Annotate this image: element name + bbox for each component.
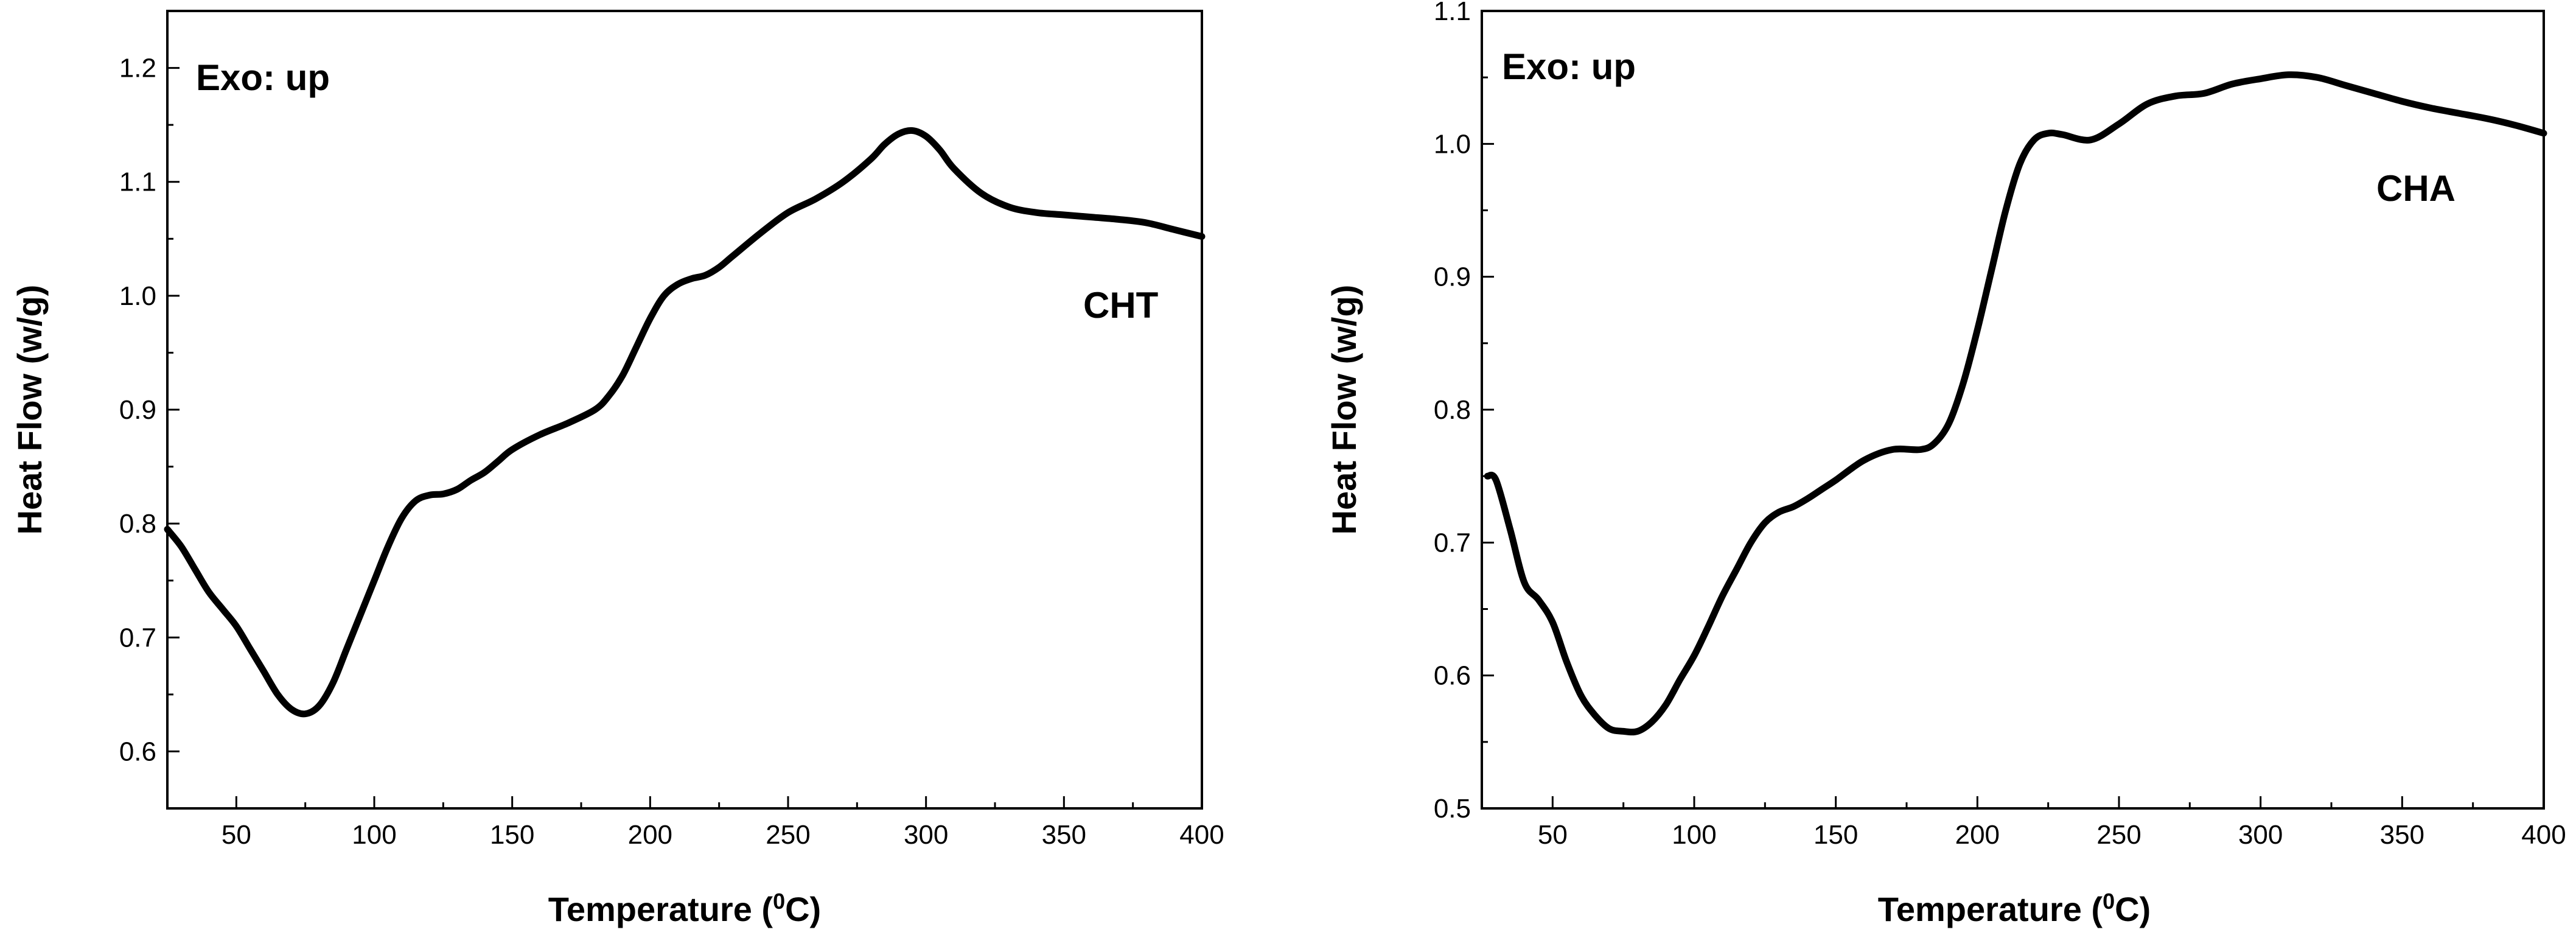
- y-tick-label: 0.6: [1434, 661, 1471, 691]
- y-tick-label: 0.7: [1434, 528, 1471, 558]
- x-tick-label: 50: [1538, 820, 1568, 850]
- x-tick-label: 350: [2380, 820, 2424, 850]
- x-tick-label: 250: [766, 820, 810, 850]
- x-tick-labels: 50 100 150 200 250 300 350 400: [1538, 820, 2566, 850]
- x-axis-title-text: Temperature: [1878, 890, 2082, 928]
- y-tick-label: 1.0: [119, 281, 156, 311]
- plot-frame: [1481, 10, 2545, 810]
- x-axis-unit: (0C): [761, 889, 821, 929]
- series-label: CHT: [1083, 285, 1158, 326]
- chart-panel-cht: 50 100 150 200 250 300 350 400 0.6 0.7 0.8 0.9 1.0 1…: [10, 10, 1224, 929]
- x-axis-title: Temperature (0C): [1878, 889, 2151, 929]
- x-tick-label: 100: [352, 820, 396, 850]
- y-tick-label: 1.2: [119, 54, 156, 83]
- x-tick-label: 400: [2521, 820, 2566, 850]
- x-axis-title-text: Temperature: [548, 890, 752, 928]
- exo-annotation: Exo: up: [196, 57, 330, 98]
- x-tick-label: 250: [2096, 820, 2141, 850]
- y-tick-labels: 0.5 0.6 0.7 0.8 0.9 1.0 1.1: [1434, 0, 1471, 824]
- chart-panel-cha: 50 100 150 200 250 300 350 400 0.5 0.6 0.7 0.8 0.9 1…: [1325, 0, 2566, 928]
- y-tick-labels: 0.6 0.7 0.8 0.9 1.0 1.1 1.2: [119, 54, 156, 767]
- x-tick-label: 100: [1672, 820, 1716, 850]
- tick-marks: [1481, 10, 2545, 810]
- x-tick-label: 350: [1042, 820, 1086, 850]
- y-tick-label: 1.0: [1434, 129, 1471, 159]
- x-tick-label: 200: [628, 820, 672, 850]
- series-line-cht: [164, 127, 1206, 718]
- y-tick-label: 0.7: [119, 623, 156, 653]
- y-axis-title: Heat Flow (w/g): [10, 285, 49, 535]
- x-tick-label: 150: [1813, 820, 1858, 850]
- plot-frame: [166, 10, 1203, 810]
- x-tick-label: 300: [2238, 820, 2283, 850]
- y-tick-label: 0.5: [1434, 794, 1471, 824]
- x-tick-labels: 50 100 150 200 250 300 350 400: [222, 820, 1224, 850]
- x-tick-label: 150: [490, 820, 534, 850]
- tick-marks: [166, 10, 1203, 810]
- y-tick-label: 0.9: [119, 395, 156, 425]
- y-tick-label: 0.8: [1434, 395, 1471, 425]
- x-tick-label: 400: [1179, 820, 1224, 850]
- x-tick-label: 200: [1955, 820, 2000, 850]
- y-tick-label: 1.1: [1434, 0, 1471, 26]
- x-tick-label: 50: [222, 820, 251, 850]
- x-tick-label: 300: [904, 820, 948, 850]
- y-tick-label: 0.8: [119, 509, 156, 539]
- x-axis-unit: (0C): [2091, 889, 2151, 929]
- degree-superscript: 0: [773, 889, 785, 914]
- exo-annotation: Exo: up: [1502, 46, 1636, 87]
- y-tick-label: 0.9: [1434, 262, 1471, 292]
- y-tick-label: 0.6: [119, 737, 156, 766]
- series-label: CHA: [2376, 168, 2456, 209]
- y-axis-title: Heat Flow (w/g): [1325, 285, 1363, 535]
- x-axis-title: Temperature (0C): [548, 889, 821, 929]
- degree-superscript: 0: [2103, 889, 2115, 914]
- series-line-cha: [1484, 71, 2547, 736]
- y-tick-label: 1.1: [119, 167, 156, 197]
